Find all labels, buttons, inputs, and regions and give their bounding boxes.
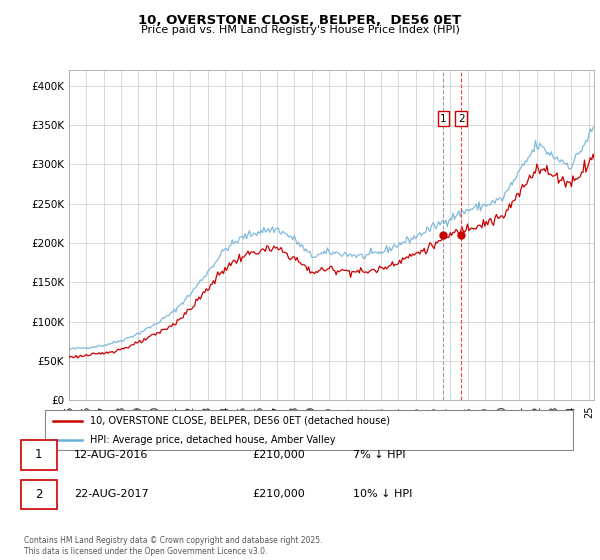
Text: 1: 1: [35, 449, 43, 461]
Text: 2: 2: [458, 114, 464, 124]
FancyBboxPatch shape: [21, 440, 57, 469]
Text: HPI: Average price, detached house, Amber Valley: HPI: Average price, detached house, Ambe…: [90, 435, 335, 445]
Text: 10, OVERSTONE CLOSE, BELPER, DE56 0ET (detached house): 10, OVERSTONE CLOSE, BELPER, DE56 0ET (d…: [90, 416, 390, 426]
FancyBboxPatch shape: [44, 410, 574, 450]
Text: 1: 1: [440, 114, 447, 124]
Text: £210,000: £210,000: [253, 489, 305, 499]
Text: Price paid vs. HM Land Registry's House Price Index (HPI): Price paid vs. HM Land Registry's House …: [140, 25, 460, 35]
Text: 10, OVERSTONE CLOSE, BELPER,  DE56 0ET: 10, OVERSTONE CLOSE, BELPER, DE56 0ET: [139, 14, 461, 27]
Text: 7% ↓ HPI: 7% ↓ HPI: [353, 450, 406, 460]
Text: 22-AUG-2017: 22-AUG-2017: [74, 489, 148, 499]
Text: £210,000: £210,000: [253, 450, 305, 460]
Text: 2: 2: [35, 488, 43, 501]
Text: 12-AUG-2016: 12-AUG-2016: [74, 450, 148, 460]
FancyBboxPatch shape: [21, 479, 57, 508]
Text: Contains HM Land Registry data © Crown copyright and database right 2025.
This d: Contains HM Land Registry data © Crown c…: [24, 536, 323, 556]
Text: 10% ↓ HPI: 10% ↓ HPI: [353, 489, 412, 499]
